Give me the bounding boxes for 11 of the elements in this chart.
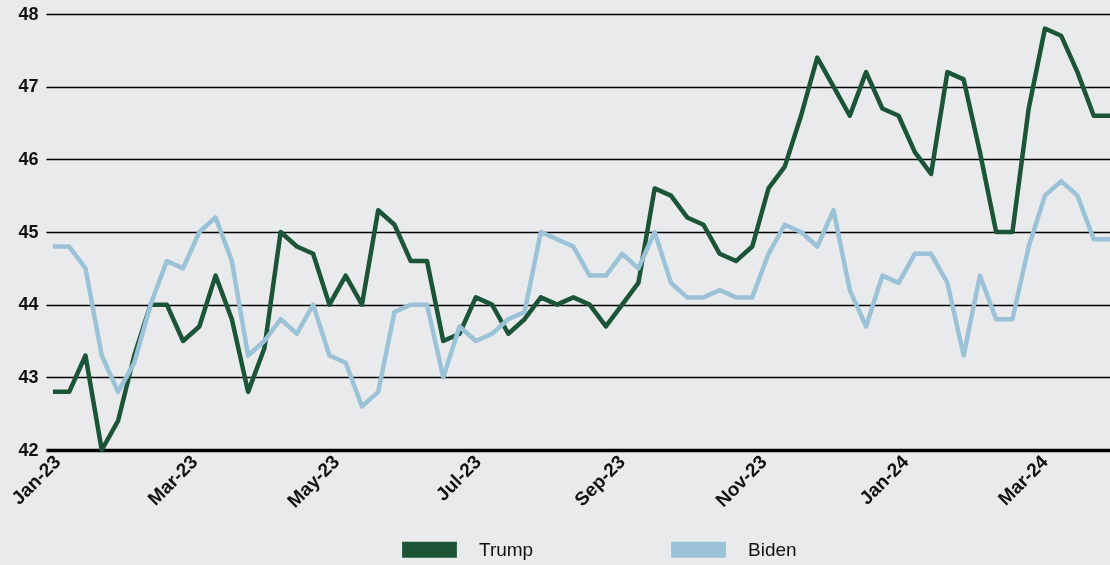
y-tick-label: 43 [18,366,39,387]
line-series [50,178,1110,409]
line-series [50,26,1110,453]
y-tick-label: 48 [18,3,39,24]
y-tick-label: 47 [18,76,39,97]
y-tick-label: 44 [18,294,39,315]
legend-label: Trump [479,538,534,560]
y-tick-label: 46 [18,148,39,169]
y-tick-label: 45 [18,221,39,242]
legend-label: Biden [748,538,797,560]
y-tick-label: 42 [18,439,39,460]
